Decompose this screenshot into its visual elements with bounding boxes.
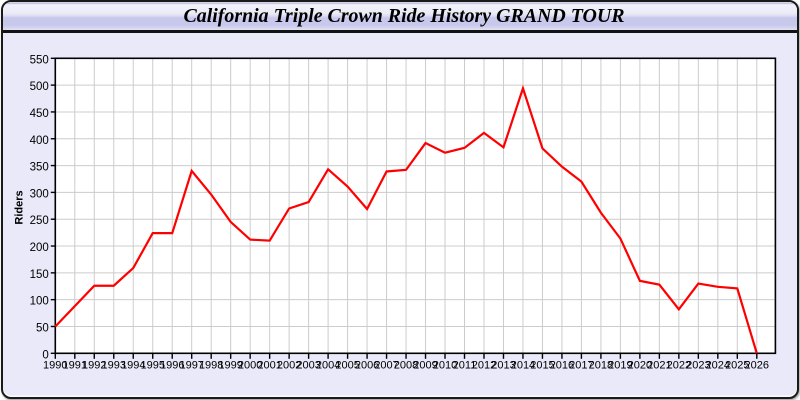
svg-text:250: 250 (30, 215, 49, 227)
svg-text:Riders: Riders (14, 190, 26, 224)
svg-text:2017: 2017 (569, 360, 593, 372)
svg-text:2019: 2019 (608, 360, 632, 372)
svg-text:0: 0 (42, 349, 48, 361)
svg-text:1996: 1996 (160, 360, 184, 372)
svg-text:50: 50 (36, 322, 49, 334)
svg-text:550: 550 (30, 54, 49, 66)
svg-text:1999: 1999 (218, 360, 242, 372)
svg-text:2015: 2015 (530, 360, 554, 372)
svg-text:2004: 2004 (316, 360, 340, 372)
svg-text:2013: 2013 (491, 360, 515, 372)
svg-text:2001: 2001 (257, 360, 281, 372)
svg-text:2014: 2014 (511, 360, 535, 372)
svg-text:350: 350 (30, 162, 49, 174)
svg-text:2002: 2002 (277, 360, 301, 372)
svg-text:2016: 2016 (550, 360, 574, 372)
svg-text:1991: 1991 (63, 360, 87, 372)
svg-text:500: 500 (30, 81, 49, 93)
svg-text:2005: 2005 (335, 360, 359, 372)
svg-text:2008: 2008 (394, 360, 418, 372)
svg-text:2011: 2011 (453, 360, 477, 372)
svg-text:2020: 2020 (628, 360, 652, 372)
svg-text:300: 300 (30, 188, 49, 200)
svg-text:1997: 1997 (179, 360, 203, 372)
svg-text:2007: 2007 (374, 360, 398, 372)
svg-text:1990: 1990 (43, 360, 67, 372)
svg-text:2023: 2023 (686, 360, 710, 372)
svg-text:1998: 1998 (199, 360, 223, 372)
svg-text:2024: 2024 (706, 360, 730, 372)
svg-text:1995: 1995 (140, 360, 164, 372)
svg-text:2022: 2022 (667, 360, 691, 372)
svg-text:1993: 1993 (102, 360, 126, 372)
svg-text:400: 400 (30, 135, 49, 147)
svg-text:100: 100 (30, 296, 49, 308)
svg-text:1994: 1994 (121, 360, 145, 372)
svg-text:2012: 2012 (472, 360, 496, 372)
svg-text:2025: 2025 (725, 360, 749, 372)
svg-text:2000: 2000 (238, 360, 262, 372)
svg-text:2003: 2003 (296, 360, 320, 372)
svg-text:2021: 2021 (647, 360, 671, 372)
svg-text:200: 200 (30, 242, 49, 254)
svg-text:150: 150 (30, 269, 49, 281)
svg-text:1992: 1992 (82, 360, 106, 372)
svg-text:450: 450 (30, 108, 49, 120)
svg-text:2010: 2010 (433, 360, 457, 372)
svg-text:2018: 2018 (589, 360, 613, 372)
svg-text:2026: 2026 (745, 360, 769, 372)
svg-text:2006: 2006 (355, 360, 379, 372)
svg-text:2009: 2009 (413, 360, 437, 372)
